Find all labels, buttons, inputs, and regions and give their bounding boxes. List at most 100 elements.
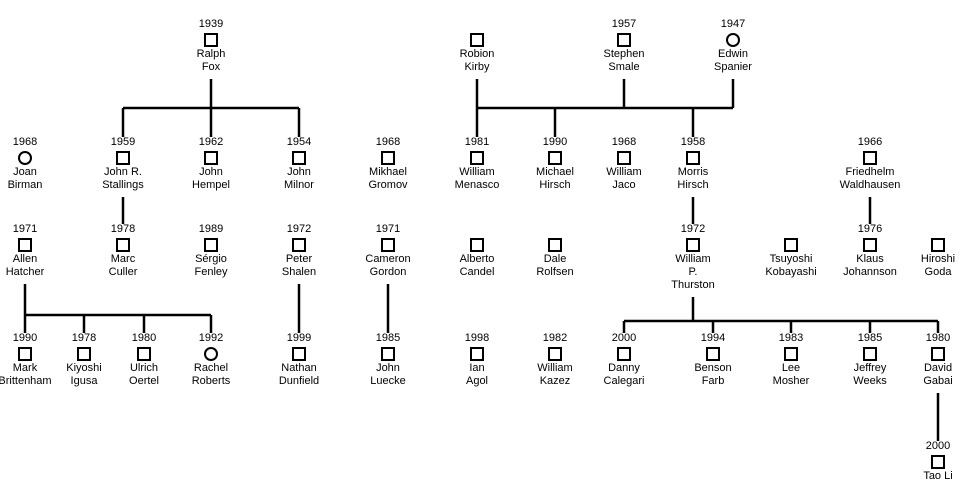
person-name: Birman bbox=[7, 179, 43, 191]
person-name: Danny bbox=[608, 362, 640, 374]
person-name: Smale bbox=[608, 61, 640, 73]
person-dunfield: 1999 Nathan Dunfield bbox=[254, 332, 344, 388]
person-year: 2000 bbox=[611, 332, 637, 344]
person-taoli: 2000 Tao Li bbox=[893, 440, 960, 483]
person-shalen: 1972 Peter Shalen bbox=[254, 223, 344, 279]
square-icon bbox=[863, 151, 877, 165]
person-name: Nathan bbox=[281, 362, 317, 374]
person-name: Rolfsen bbox=[536, 266, 574, 278]
person-name: William bbox=[606, 166, 642, 178]
person-name: Shalen bbox=[281, 266, 317, 278]
person-name: John bbox=[287, 166, 311, 178]
person-year: 1978 bbox=[110, 223, 136, 235]
square-icon bbox=[863, 238, 877, 252]
circle-icon bbox=[726, 33, 740, 47]
person-name: Igusa bbox=[70, 375, 98, 387]
person-hempel: 1962 John Hempel bbox=[166, 136, 256, 192]
person-name: Hempel bbox=[192, 179, 230, 191]
person-calegari: 2000 Danny Calegari bbox=[579, 332, 669, 388]
person-name: Gromov bbox=[368, 179, 408, 191]
person-name: Edwin bbox=[718, 48, 748, 60]
person-name: Marc bbox=[110, 253, 136, 265]
person-thurston: 1972 William P. Thurston bbox=[648, 223, 738, 292]
square-icon bbox=[18, 238, 32, 252]
person-name: William bbox=[675, 253, 711, 265]
person-mhirsch: 1990 Michael Hirsch bbox=[510, 136, 600, 192]
person-mosher: 1983 Lee Mosher bbox=[746, 332, 836, 388]
person-name: Roberts bbox=[191, 375, 231, 387]
person-agol: 1998 Ian Agol bbox=[432, 332, 522, 388]
person-year: 1971 bbox=[12, 223, 38, 235]
square-icon bbox=[548, 151, 562, 165]
person-name: David bbox=[923, 362, 953, 374]
person-name: Gabai bbox=[923, 375, 953, 387]
square-icon bbox=[18, 347, 32, 361]
square-icon bbox=[931, 238, 945, 252]
square-icon bbox=[548, 238, 562, 252]
person-year: 2000 bbox=[925, 440, 951, 452]
person-gordon: 1971 Cameron Gordon bbox=[343, 223, 433, 279]
person-jaco: 1968 William Jaco bbox=[579, 136, 669, 192]
person-year: 1958 bbox=[680, 136, 706, 148]
person-year: 1992 bbox=[198, 332, 224, 344]
person-name: Spanier bbox=[714, 61, 752, 73]
person-name: Oertel bbox=[129, 375, 159, 387]
person-name: Kiyoshi bbox=[66, 362, 102, 374]
person-name: Gordon bbox=[369, 266, 407, 278]
person-oertel: 1980 Ulrich Oertel bbox=[99, 332, 189, 388]
person-year: 1947 bbox=[720, 18, 746, 30]
person-year bbox=[432, 18, 522, 31]
square-icon bbox=[686, 151, 700, 165]
person-johannson: 1976 Klaus Johannson bbox=[825, 223, 915, 279]
square-icon bbox=[137, 347, 151, 361]
person-name: Fox bbox=[201, 61, 221, 73]
person-name: Agol bbox=[465, 375, 489, 387]
square-icon bbox=[116, 238, 130, 252]
person-name: Fenley bbox=[194, 266, 228, 278]
person-name: John bbox=[376, 362, 400, 374]
person-name: Jaco bbox=[612, 179, 636, 191]
person-year: 1983 bbox=[778, 332, 804, 344]
person-name: Cameron bbox=[365, 253, 411, 265]
person-year bbox=[432, 223, 522, 236]
square-icon bbox=[931, 347, 945, 361]
person-name: Farb bbox=[701, 375, 725, 387]
person-fox: 1939 Ralph Fox bbox=[166, 18, 256, 74]
person-name: Sérgio bbox=[195, 253, 227, 265]
square-icon bbox=[381, 151, 395, 165]
person-igusa: 1978 Kiyoshi Igusa bbox=[39, 332, 129, 388]
person-name: Weeks bbox=[853, 375, 887, 387]
person-name: John bbox=[199, 166, 223, 178]
square-icon bbox=[470, 347, 484, 361]
person-year: 1978 bbox=[71, 332, 97, 344]
square-icon bbox=[548, 347, 562, 361]
person-year: 1972 bbox=[286, 223, 312, 235]
person-name: Culler bbox=[108, 266, 138, 278]
person-name: Peter bbox=[285, 253, 313, 265]
person-menasco: 1981 William Menasco bbox=[432, 136, 522, 192]
person-name: Waldhausen bbox=[839, 179, 901, 191]
square-icon bbox=[204, 33, 218, 47]
person-name: Robion bbox=[459, 48, 495, 60]
person-name: Lee bbox=[781, 362, 801, 374]
person-name: Thurston bbox=[671, 279, 715, 291]
person-luecke: 1985 John Luecke bbox=[343, 332, 433, 388]
circle-icon bbox=[18, 151, 32, 165]
square-icon bbox=[77, 347, 91, 361]
person-candel: Alberto Candel bbox=[432, 223, 522, 279]
square-icon bbox=[381, 238, 395, 252]
person-name: Menasco bbox=[454, 179, 500, 191]
person-name: Calegari bbox=[603, 375, 645, 387]
person-name: Ulrich bbox=[129, 362, 159, 374]
square-icon bbox=[617, 347, 631, 361]
person-year: 1968 bbox=[611, 136, 637, 148]
person-name: Luecke bbox=[370, 375, 406, 387]
person-morris: 1958 Morris Hirsch bbox=[648, 136, 738, 192]
person-year: 1999 bbox=[286, 332, 312, 344]
person-name: Kazez bbox=[539, 375, 571, 387]
square-icon bbox=[381, 347, 395, 361]
person-name: Tsuyoshi bbox=[769, 253, 813, 265]
person-culler: 1978 Marc Culler bbox=[78, 223, 168, 279]
person-name: Mosher bbox=[772, 375, 810, 387]
square-icon bbox=[617, 151, 631, 165]
